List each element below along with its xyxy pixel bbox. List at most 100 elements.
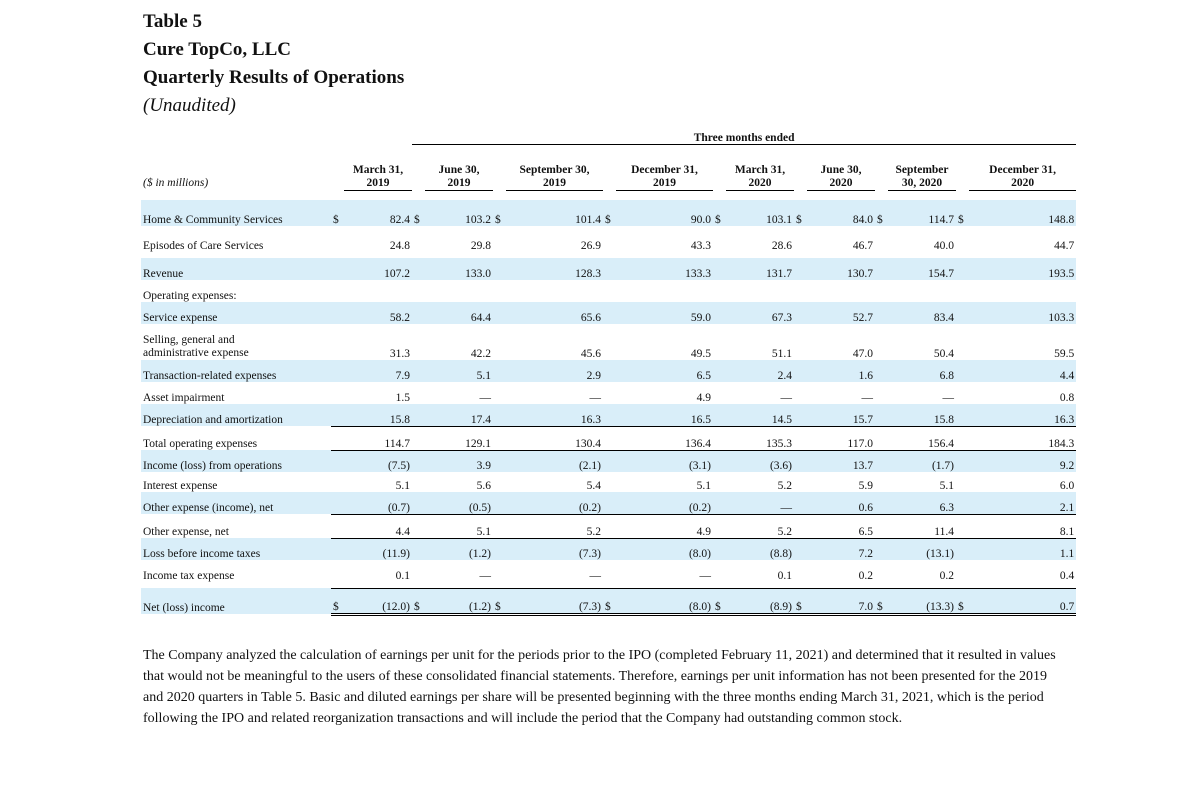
currency-cell-empty <box>956 324 969 360</box>
row-label: Transaction-related expenses <box>141 360 331 382</box>
currency-cell-empty <box>875 514 888 538</box>
value-cell: 43.3 <box>690 240 711 252</box>
row-label: Other expense, net <box>143 526 229 538</box>
currency-cell-empty <box>331 302 344 324</box>
period-header: March 31, 2020 <box>726 152 794 191</box>
table-title: Quarterly Results of Operations <box>143 67 405 88</box>
value-cell: (13.3) <box>888 587 956 616</box>
currency-cell-empty <box>603 472 616 492</box>
value-cell: 154.7 <box>888 258 956 280</box>
value-cell: (0.5) <box>425 492 493 515</box>
currency-cell-empty <box>875 302 888 324</box>
currency-cell-empty <box>412 360 425 382</box>
table-row-eocs: Episodes of Care Services 24.8 29.8 26.9 43.… <box>141 230 1076 252</box>
value-cell: 128.3 <box>506 258 603 280</box>
table-row-transaction: Transaction-related expenses 7.9 5.1 2.9 6.5… <box>141 360 1077 382</box>
currency-cell-empty <box>331 537 344 560</box>
value-cell: 29.8 <box>470 240 491 252</box>
period-header-line2: 2019 <box>653 176 676 189</box>
currency-symbol: $ <box>875 587 888 616</box>
currency-cell-empty <box>794 537 807 560</box>
value-cell: 46.7 <box>852 240 873 252</box>
value-cell: 6.3 <box>888 492 956 515</box>
value-cell: (13.1) <box>888 537 956 560</box>
value-cell: 135.3 <box>766 437 792 450</box>
currency-cell-empty <box>331 560 344 582</box>
value-cell: — <box>589 392 602 404</box>
value-cell: 8.1 <box>1059 525 1075 538</box>
currency-cell-empty <box>493 302 506 324</box>
table-row-total-opex: Total operating expenses 114.7 129.1 130.4 1… <box>141 426 1076 451</box>
table-number: Table 5 <box>143 11 202 32</box>
currency-cell-empty <box>713 537 726 560</box>
company-name: Cure TopCo, LLC <box>143 39 292 60</box>
value-cell: 49.5 <box>690 348 711 360</box>
value-cell: 4.9 <box>696 392 711 404</box>
value-cell: — <box>589 570 602 582</box>
currency-cell-empty <box>412 404 425 427</box>
row-label: Income (loss) from operations <box>141 450 331 472</box>
value-cell: 82.4 <box>344 200 412 226</box>
value-cell: 129.1 <box>465 437 491 450</box>
table-row-other-income: Other expense (income), net (0.7) (0.5) (0.… <box>141 492 1077 515</box>
currency-cell-empty <box>794 492 807 515</box>
period-header-line2: 2019 <box>366 176 390 189</box>
footnote-paragraph: The Company analyzed the calculation of … <box>143 648 1056 726</box>
value-cell: (0.2) <box>506 492 603 515</box>
currency-symbol: $ <box>956 200 969 226</box>
value-cell: 64.4 <box>425 302 493 324</box>
currency-symbol: $ <box>493 587 506 616</box>
value-cell: (1.7) <box>888 449 956 472</box>
currency-cell-empty <box>956 258 969 280</box>
currency-cell-empty <box>331 426 344 450</box>
currency-symbol: $ <box>603 200 616 226</box>
value-cell: — <box>479 392 492 404</box>
currency-symbol: $ <box>713 200 726 226</box>
currency-cell-empty <box>794 360 807 382</box>
currency-cell-empty <box>875 230 888 252</box>
period-header: December 31, 2019 <box>616 152 713 191</box>
currency-cell-empty <box>603 449 616 472</box>
value-cell: 5.1 <box>939 480 954 492</box>
three-months-ended-header: Three months ended <box>412 124 1077 145</box>
value-cell: 5.1 <box>476 525 491 538</box>
period-header-line2: 2019 <box>543 176 566 189</box>
currency-cell-empty <box>875 404 888 427</box>
currency-cell-empty <box>875 492 888 515</box>
value-cell: 5.2 <box>777 480 792 492</box>
period-header-line2: 2020 <box>1011 176 1035 189</box>
value-cell: 103.2 <box>425 200 493 226</box>
currency-cell-empty <box>493 537 506 560</box>
currency-cell-empty <box>713 449 726 472</box>
value-cell: 52.7 <box>807 302 875 324</box>
value-cell: 6.8 <box>888 360 956 382</box>
currency-cell-empty <box>875 560 888 582</box>
currency-cell-empty <box>794 324 807 360</box>
value-cell: 0.2 <box>939 570 954 582</box>
currency-cell-empty <box>331 258 344 280</box>
value-cell: 5.2 <box>586 525 601 538</box>
currency-cell-empty <box>956 360 969 382</box>
currency-cell-empty <box>713 324 726 360</box>
currency-cell-empty <box>603 360 616 382</box>
value-cell: 59.5 <box>1054 348 1075 360</box>
row-label: Interest expense <box>143 480 218 492</box>
row-label: Operating expenses: <box>143 290 237 302</box>
currency-cell-empty <box>603 382 616 404</box>
period-header-line2: 2020 <box>829 176 853 189</box>
value-cell: (11.9) <box>344 537 412 560</box>
currency-cell-empty <box>493 492 506 515</box>
currency-symbol: $ <box>603 587 616 616</box>
currency-cell-empty <box>713 472 726 492</box>
currency-cell-empty <box>603 514 616 538</box>
row-label-line2: administrative expense <box>143 347 249 359</box>
value-cell: (7.3) <box>506 537 603 560</box>
currency-symbol: $ <box>956 587 969 616</box>
currency-cell-empty <box>331 514 344 538</box>
currency-cell-empty <box>412 230 425 252</box>
value-cell: — <box>861 392 874 404</box>
currency-cell-empty <box>412 514 425 538</box>
value-cell: 17.4 <box>425 404 493 427</box>
currency-cell-empty <box>794 472 807 492</box>
value-cell: 9.2 <box>969 449 1077 472</box>
